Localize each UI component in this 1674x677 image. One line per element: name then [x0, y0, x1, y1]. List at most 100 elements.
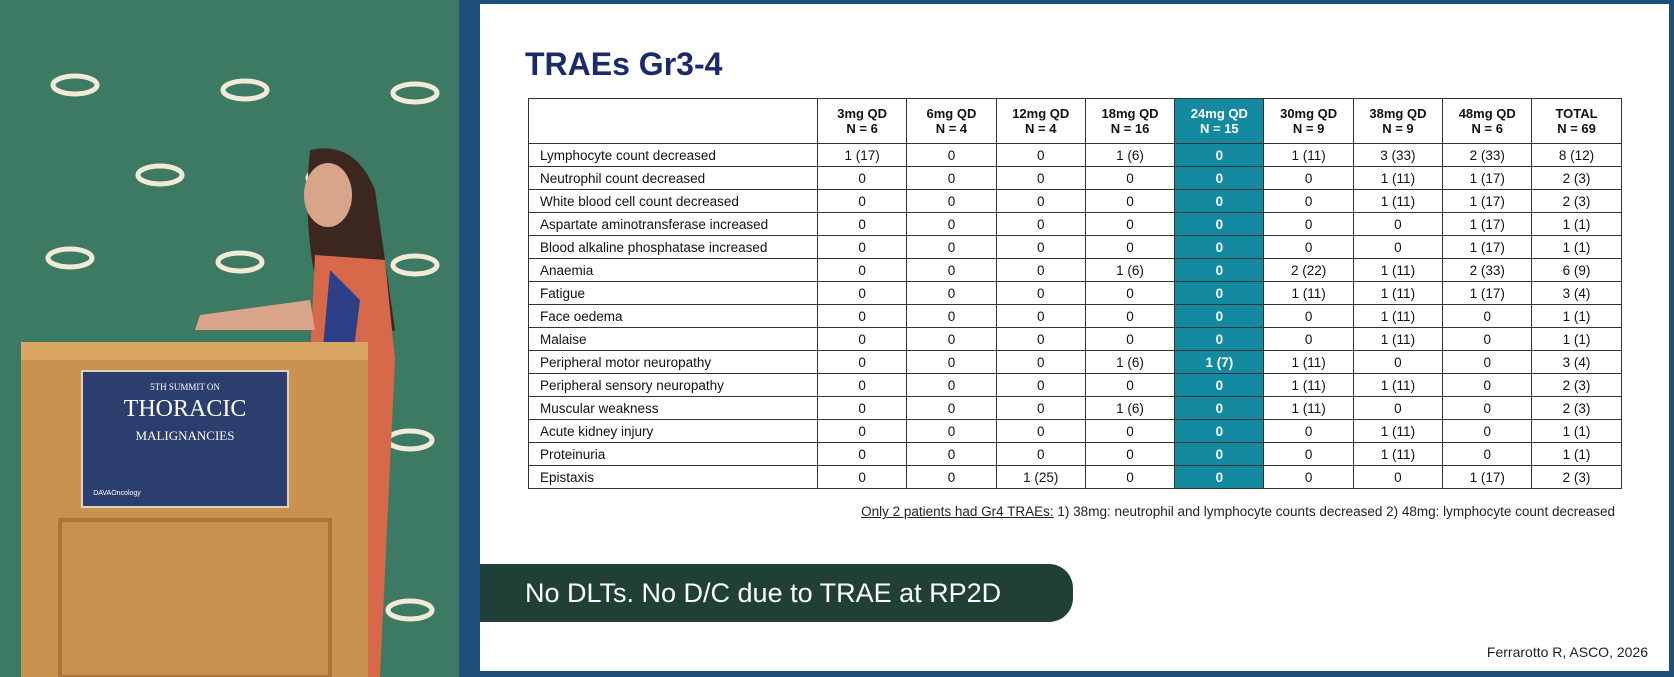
table-cell: 1 (1)	[1531, 327, 1622, 351]
arm	[195, 300, 315, 330]
sign-line: 5TH SUMMIT ON	[150, 382, 220, 392]
table-cell: 1 (17)	[1442, 281, 1533, 305]
table-row: Muscular weakness 0 0 0 1 (6) 0 1 (11) 0 0 2 (3)	[528, 396, 1622, 420]
table-cell: 0	[1263, 442, 1354, 466]
column-header: 48mg QD N = 6	[1442, 98, 1533, 144]
row-label: Fatigue	[528, 281, 818, 305]
table-cell: 1 (17)	[1442, 189, 1533, 213]
table-cell: 2 (22)	[1263, 258, 1354, 282]
table-cell: 0	[1442, 373, 1533, 397]
column-dose: 6mg QD	[926, 106, 977, 121]
table-cell: 0	[1084, 235, 1176, 259]
table-cell: 0	[1442, 442, 1533, 466]
table-cell: 0	[1352, 396, 1444, 420]
table-row: Epistaxis 0 0 1 (25) 0 0 0 0 1 (17) 2 (3)	[528, 465, 1622, 489]
table-cell: 0	[1084, 419, 1176, 443]
column-dose: 3mg QD	[837, 106, 888, 121]
table-row: Blood alkaline phosphatase increased 0 0 0 0…	[528, 235, 1622, 259]
row-label: Peripheral motor neuropathy	[528, 350, 818, 374]
table-cell: 0	[816, 327, 908, 351]
podium-sign	[81, 370, 289, 508]
column-dose: 30mg QD	[1280, 106, 1338, 121]
table-cell: 1 (1)	[1531, 235, 1622, 259]
table-cell: 0	[816, 350, 908, 374]
row-label: Neutrophil count decreased	[528, 166, 818, 190]
table-cell: 0	[906, 442, 997, 466]
table-cell: 0	[816, 281, 908, 305]
table-cell: 1 (11)	[1352, 373, 1444, 397]
table-row: Neutrophil count decreased 0 0 0 0 0 0 1 (11) 1 …	[528, 166, 1622, 190]
table-cell: 0	[906, 465, 997, 489]
table-row: White blood cell count decreased 0 0 0 0 0 0 1 …	[528, 189, 1622, 213]
table-cell: 0	[906, 235, 997, 259]
table-cell: 1 (11)	[1352, 419, 1444, 443]
column-header: TOTAL N = 69	[1531, 98, 1622, 144]
table-cell: 1 (1)	[1531, 212, 1622, 236]
table-cell: 8 (12)	[1531, 143, 1622, 167]
table-cell: 1 (11)	[1352, 442, 1444, 466]
table-cell: 0	[995, 258, 1086, 282]
table-cell: 0	[906, 373, 997, 397]
column-n: N = 4	[935, 121, 968, 136]
table-cell: 1 (17)	[1442, 166, 1533, 190]
table-cell: 0	[1084, 212, 1176, 236]
column-dose: 12mg QD	[1012, 106, 1070, 121]
table-cell: 0	[1174, 212, 1265, 236]
table-cell: 0	[1442, 327, 1533, 351]
table-cell: 2 (3)	[1531, 189, 1622, 213]
table-cell: 0	[1174, 189, 1265, 213]
table-cell: 0	[816, 212, 908, 236]
table-cell: 0	[1263, 304, 1354, 328]
table-cell: 1 (11)	[1352, 166, 1444, 190]
table-cell: 0	[1442, 419, 1533, 443]
table-cell: 0	[995, 281, 1086, 305]
table-cell: 0	[1174, 281, 1265, 305]
sign-logo: DAVAOncology	[93, 490, 141, 497]
table-cell: 0	[906, 212, 997, 236]
sign-line: MALIGNANCIES	[136, 428, 235, 443]
table-cell: 1 (11)	[1352, 189, 1444, 213]
column-header: 30mg QD N = 9	[1263, 98, 1354, 144]
footnote-lead: Only 2 patients had Gr4 TRAEs:	[861, 504, 1054, 519]
corner-cell	[528, 98, 818, 144]
column-dose: TOTAL	[1555, 106, 1598, 121]
table-cell: 1 (1)	[1531, 442, 1622, 466]
table-cell: 0	[1174, 143, 1265, 167]
table-cell: 0	[995, 143, 1086, 167]
row-label: Malaise	[528, 327, 818, 351]
table-cell: 1 (11)	[1352, 304, 1444, 328]
table-cell: 0	[1084, 373, 1176, 397]
table-cell: 0	[1174, 419, 1265, 443]
table-cell: 1 (11)	[1263, 373, 1354, 397]
table-cell: 0	[1263, 166, 1354, 190]
table-cell: 1 (6)	[1084, 350, 1176, 374]
table-cell: 0	[1174, 235, 1265, 259]
table-cell: 1 (11)	[1352, 281, 1444, 305]
table-cell: 0	[1174, 373, 1265, 397]
table-cell: 0	[1442, 350, 1533, 374]
table-cell: 0	[995, 350, 1086, 374]
row-label: Face oedema	[528, 304, 818, 328]
table-row: Fatigue 0 0 0 0 0 1 (11) 1 (11) 1 (17) 3 (4)	[528, 281, 1622, 305]
table-cell: 1 (25)	[995, 465, 1086, 489]
table-cell: 0	[1263, 189, 1354, 213]
table-cell: 0	[906, 327, 997, 351]
table-cell: 1 (11)	[1352, 258, 1444, 282]
table-cell: 1 (6)	[1084, 258, 1176, 282]
table-cell: 2 (33)	[1442, 143, 1533, 167]
table-cell: 0	[816, 442, 908, 466]
column-dose: 38mg QD	[1369, 106, 1427, 121]
table-cell: 6 (9)	[1531, 258, 1622, 282]
table-cell: 0	[1352, 350, 1444, 374]
trae-table: 3mg QD N = 6 6mg QD N = 4 12mg QD N = 4 18mg Q…	[528, 98, 1622, 489]
table-cell: 0	[1352, 235, 1444, 259]
sign-line: THORACIC	[124, 396, 247, 422]
banner: No DLTs. No D/C due to TRAE at RP2D	[480, 564, 1073, 622]
table-cell: 0	[1263, 327, 1354, 351]
citation: Ferrarotto R, ASCO, 2026	[1486, 644, 1648, 660]
table-cell: 0	[1174, 442, 1265, 466]
table-cell: 0	[1084, 442, 1176, 466]
table-row: Acute kidney injury 0 0 0 0 0 0 1 (11) 0 1 (1)	[528, 419, 1622, 443]
slide-title: TRAEs Gr3-4	[525, 46, 723, 82]
table-cell: 0	[906, 166, 997, 190]
